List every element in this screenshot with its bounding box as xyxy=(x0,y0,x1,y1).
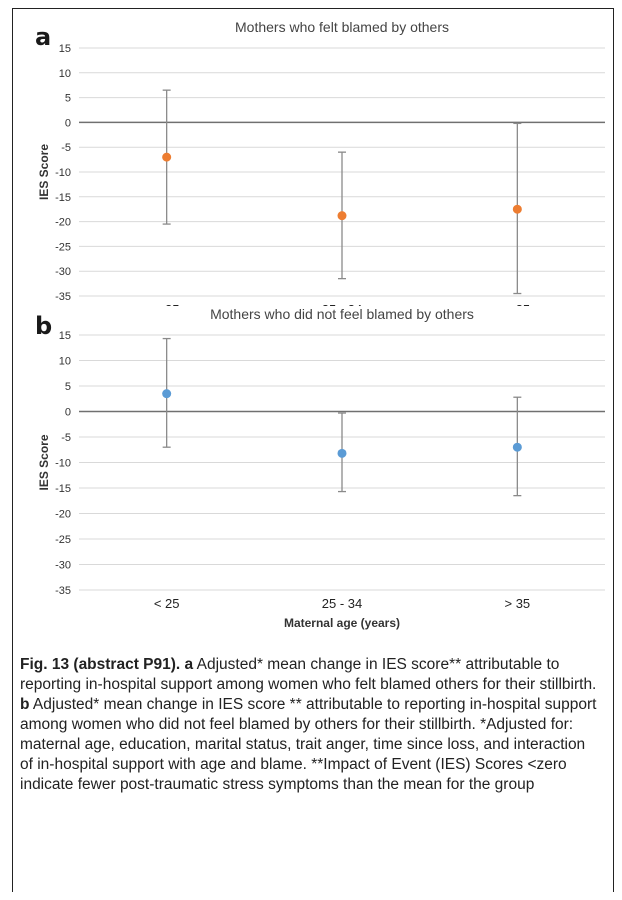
data-point xyxy=(512,204,522,214)
y-tick-label: -15 xyxy=(55,192,71,204)
y-axis-label: IES Score xyxy=(37,434,51,490)
figure-frame: a 15 10 5 0 -5 -10 -15 -20 -25 -30 -35 Mothers who … xyxy=(12,8,614,892)
data-point xyxy=(162,152,172,162)
y-tick-label: 15 xyxy=(59,43,71,55)
y-tick-label: -20 xyxy=(55,217,71,229)
y-tick-label: -10 xyxy=(55,167,71,179)
caption-figure-label: Fig. 13 (abstract P91). xyxy=(20,656,181,673)
data-point xyxy=(162,389,172,399)
panel-a-chart: 15 10 5 0 -5 -10 -15 -20 -25 -30 -35 Mothers who fe… xyxy=(37,19,605,334)
figure-caption: Fig. 13 (abstract P91). a Adjusted* mean… xyxy=(20,655,602,795)
y-tick-label: -25 xyxy=(55,241,71,253)
y-tick-label: -35 xyxy=(55,291,71,303)
x-tick-label: 25 - 34 xyxy=(322,596,362,611)
caption-a-label: a xyxy=(184,656,194,673)
data-point xyxy=(512,442,522,452)
caption-b-text: Adjusted* mean change in IES score ** at… xyxy=(20,696,597,793)
panel-b: b 15 10 5 0 -5 -10 -15 -20 -25 -30 -35 Mothers who … xyxy=(13,306,615,646)
x-tick-label: < 25 xyxy=(154,596,180,611)
x-axis-label: Maternal age (years) xyxy=(284,616,400,630)
y-tick-label: 15 xyxy=(59,330,71,342)
y-tick-label: -30 xyxy=(55,266,71,278)
y-tick-label: -20 xyxy=(55,509,71,521)
caption-a-text: Adjusted* mean change in IES score** att… xyxy=(20,656,597,693)
panel-b-label: b xyxy=(35,312,53,340)
data-point xyxy=(337,211,347,221)
y-tick-label: -30 xyxy=(55,560,71,572)
y-tick-label: 5 xyxy=(65,381,71,393)
y-tick-label: 10 xyxy=(59,68,71,80)
data-point xyxy=(337,448,347,458)
panel-a: a 15 10 5 0 -5 -10 -15 -20 -25 -30 -35 Mothers who … xyxy=(13,9,615,334)
y-tick-label: 10 xyxy=(59,356,71,368)
caption-b-label: b xyxy=(20,696,30,713)
y-axis-label: IES Score xyxy=(37,144,51,200)
y-tick-label: -35 xyxy=(55,585,71,597)
chart-title: Mothers who felt blamed by others xyxy=(235,19,449,35)
y-tick-label: -25 xyxy=(55,534,71,546)
y-tick-label: 5 xyxy=(65,93,71,105)
chart-title: Mothers who did not feel blamed by other… xyxy=(210,306,474,322)
y-tick-label: 0 xyxy=(65,407,71,419)
y-tick-label: -5 xyxy=(61,142,71,154)
x-tick-label: > 35 xyxy=(504,596,530,611)
y-tick-label: 0 xyxy=(65,117,71,129)
y-tick-label: -5 xyxy=(61,432,71,444)
panel-a-label: a xyxy=(35,23,52,51)
y-tick-label: -15 xyxy=(55,483,71,495)
panel-b-chart: 15 10 5 0 -5 -10 -15 -20 -25 -30 -35 Mothers who di… xyxy=(37,306,605,630)
y-tick-label: -10 xyxy=(55,458,71,470)
